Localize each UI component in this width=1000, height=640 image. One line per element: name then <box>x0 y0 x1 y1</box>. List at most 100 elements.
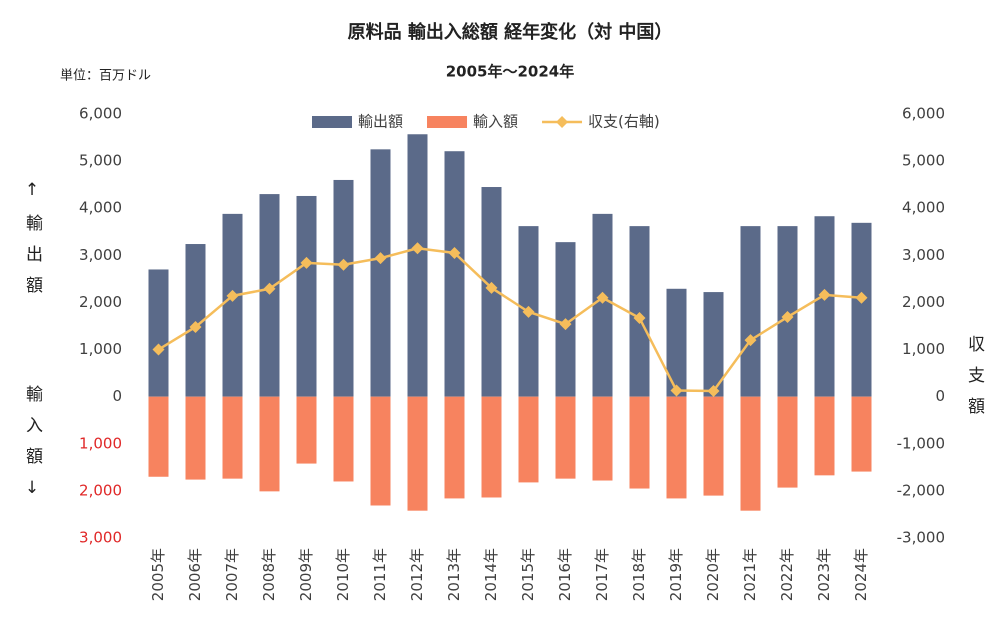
y2-tick-label: 3,000 <box>902 246 945 264</box>
marker <box>374 252 387 265</box>
x-tick-label: 2005年 <box>149 548 167 601</box>
marker <box>485 281 498 294</box>
bar <box>333 179 354 397</box>
marker <box>707 385 720 398</box>
bar <box>222 396 243 479</box>
bar <box>296 195 317 397</box>
x-tick-label: 2015年 <box>519 548 537 601</box>
x-tick-label: 2017年 <box>593 548 611 601</box>
marker <box>300 256 313 269</box>
y2-tick-label: 6,000 <box>902 105 945 123</box>
bar <box>370 149 391 397</box>
chart-title: 原料品 輸出入総額 経年変化（対 中国） <box>348 21 673 43</box>
marker <box>152 343 165 356</box>
y-tick-label: 6,000 <box>79 105 122 123</box>
bar <box>185 396 206 480</box>
marker <box>670 384 683 397</box>
y-tick-label: 5,000 <box>79 152 122 170</box>
bar <box>222 213 243 397</box>
marker <box>744 334 757 347</box>
y2-axis-label: 収支額 <box>964 335 985 428</box>
y2-tick-label: 0 <box>935 387 945 405</box>
bar <box>592 396 613 481</box>
bar <box>703 396 724 496</box>
bar <box>370 396 391 506</box>
marker <box>855 291 868 304</box>
y2-tick-label: 1,000 <box>902 340 945 358</box>
y2-tick-label: -1,000 <box>897 434 945 452</box>
y2-tick-label: 4,000 <box>902 199 945 217</box>
x-tick-label: 2023年 <box>815 548 833 601</box>
bar <box>259 194 280 397</box>
bar <box>259 396 280 492</box>
marker <box>559 318 572 331</box>
x-tick-label: 2008年 <box>260 548 278 601</box>
x-tick-label: 2012年 <box>408 548 426 601</box>
y-tick-label: 1,000 <box>79 340 122 358</box>
bar <box>555 396 576 479</box>
bar <box>518 396 539 483</box>
bar <box>777 396 798 488</box>
bar <box>851 396 872 472</box>
y-axis-label: 輸入額↓ <box>22 385 43 512</box>
legend-swatch <box>556 116 569 128</box>
bar <box>851 222 872 397</box>
bar <box>666 396 687 499</box>
legend-label: 輸入額 <box>473 113 518 131</box>
bar <box>740 396 761 511</box>
bar <box>666 288 687 397</box>
legend-label: 輸出額 <box>358 113 403 131</box>
marker <box>226 289 239 302</box>
x-tick-label: 2018年 <box>630 548 648 601</box>
y2-tick-label: 2,000 <box>902 293 945 311</box>
marker <box>448 246 461 259</box>
bar <box>740 226 761 397</box>
y-tick-label: 0 <box>112 387 122 405</box>
marker <box>189 320 202 333</box>
y-tick-label: 1,000 <box>79 434 122 452</box>
legend-swatch <box>427 116 468 128</box>
marker <box>781 311 794 324</box>
y-tick-label: 3,000 <box>79 246 122 264</box>
legend-swatch <box>312 116 352 128</box>
bar <box>814 396 835 476</box>
x-tick-label: 2022年 <box>778 548 796 601</box>
bar <box>444 151 465 397</box>
marker <box>818 288 831 301</box>
y-tick-label: 4,000 <box>79 199 122 217</box>
x-tick-label: 2010年 <box>334 548 352 601</box>
y-axis-label: ↑輸出額 <box>22 180 43 307</box>
bar <box>703 292 724 397</box>
x-tick-label: 2013年 <box>445 548 463 601</box>
bar <box>444 396 465 499</box>
x-tick-label: 2020年 <box>704 548 722 601</box>
bar <box>407 134 428 397</box>
bar <box>148 269 169 397</box>
x-tick-label: 2006年 <box>186 548 204 601</box>
y-tick-label: 3,000 <box>79 529 122 547</box>
x-tick-label: 2021年 <box>741 548 759 601</box>
bar <box>629 396 650 489</box>
x-tick-label: 2011年 <box>371 548 389 601</box>
marker <box>337 258 350 271</box>
y2-tick-label: -3,000 <box>897 529 945 547</box>
bar <box>148 396 169 477</box>
y-tick-label: 2,000 <box>79 293 122 311</box>
bar <box>333 396 354 482</box>
bar <box>629 226 650 397</box>
chart-subtitle: 2005年～2024年 <box>446 63 575 81</box>
unit-label: 単位：百万ドル <box>60 68 151 84</box>
marker <box>596 291 609 304</box>
bar <box>814 216 835 397</box>
line <box>157 246 862 393</box>
bar <box>481 396 502 498</box>
legend-label: 収支(右軸) <box>588 113 660 131</box>
marker <box>263 282 276 295</box>
x-tick-label: 2007年 <box>223 548 241 601</box>
marker <box>411 242 424 255</box>
marker <box>633 311 646 324</box>
x-tick-label: 2016年 <box>556 548 574 601</box>
marker <box>522 305 535 318</box>
y2-tick-label: 5,000 <box>902 152 945 170</box>
